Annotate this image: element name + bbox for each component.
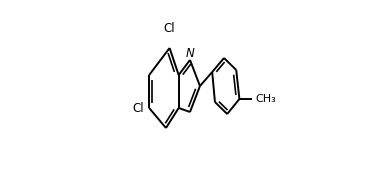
Text: CH₃: CH₃ <box>255 94 276 104</box>
Text: N: N <box>186 47 194 60</box>
Text: Cl: Cl <box>164 21 176 35</box>
Text: Cl: Cl <box>132 101 144 115</box>
